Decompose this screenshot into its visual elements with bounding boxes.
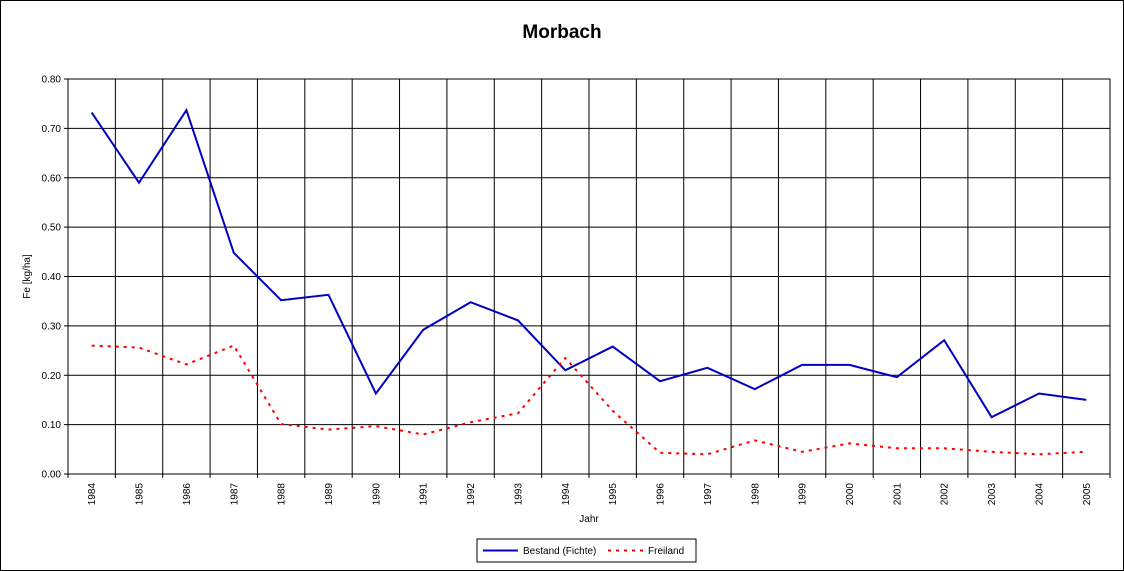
y-axis-ticks: 0.00 0.10 0.20 0.30 0.40 0.50 0.60 0.70 0.80 (42, 75, 68, 481)
x-axis-label: Jahr (579, 514, 599, 525)
y-tick-label: 0.60 (42, 173, 62, 184)
x-tick-label: 1998 (750, 483, 761, 506)
x-tick-label: 1993 (513, 483, 524, 506)
x-tick-label: 1987 (229, 483, 240, 506)
x-tick-label: 1985 (135, 483, 146, 506)
y-tick-label: 0.10 (42, 420, 62, 431)
x-tick-label: 2005 (1082, 483, 1093, 506)
x-tick-label: 2003 (987, 483, 998, 506)
y-tick-label: 0.20 (42, 371, 62, 382)
x-tick-label: 2000 (845, 483, 856, 506)
x-tick-label: 1991 (419, 483, 430, 506)
x-tick-label: 1999 (798, 483, 809, 506)
series-group (90, 107, 1087, 456)
x-tick-label: 2002 (940, 483, 951, 506)
x-axis-ticks: 1984 1985 1986 1987 1988 1989 1990 1991 1992 1993… (67, 474, 1111, 506)
y-tick-label: 0.80 (42, 75, 62, 86)
x-tick-label: 1994 (561, 483, 572, 506)
x-tick-label: 1990 (371, 483, 382, 506)
x-tick-label: 1996 (656, 483, 667, 506)
y-tick-label: 0.50 (42, 223, 62, 234)
x-tick-label: 1988 (277, 483, 288, 506)
y-tick-label: 0.70 (42, 124, 62, 135)
legend-label: Bestand (Fichte) (523, 546, 596, 557)
x-tick-label: 2001 (892, 483, 903, 506)
x-tick-label: 1992 (466, 483, 477, 506)
series-line-1 (90, 107, 1087, 419)
series-line-2 (91, 344, 1087, 456)
x-tick-label: 2004 (1034, 483, 1045, 506)
legend: Bestand (Fichte) Freiland (476, 538, 697, 563)
legend-box (476, 538, 697, 563)
y-tick-label: 0.40 (42, 272, 62, 283)
y-axis-label: Fe [kg/ha] (22, 254, 33, 299)
x-tick-label: 1997 (703, 483, 714, 506)
y-tick-label: 0.00 (42, 470, 62, 481)
x-tick-label: 1989 (324, 483, 335, 506)
y-tick-label: 0.30 (42, 321, 62, 332)
x-tick-label: 1986 (182, 483, 193, 506)
grid (68, 78, 1110, 475)
x-tick-label: 1995 (608, 483, 619, 506)
legend-label: Freiland (648, 546, 684, 557)
chart-title: Morbach (522, 22, 601, 43)
x-tick-label: 1984 (87, 483, 98, 506)
